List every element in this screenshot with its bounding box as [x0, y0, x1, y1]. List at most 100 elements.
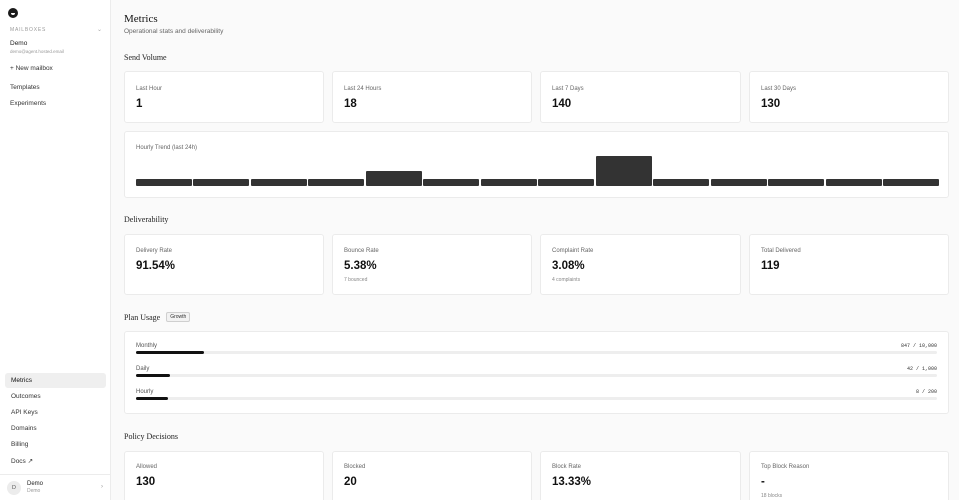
section-title-policy-decisions: Policy Decisions: [124, 432, 178, 441]
usage-count: 42 / 1,000: [906, 366, 937, 372]
hourly-trend-chart: [136, 154, 939, 186]
sidebar-item-api-keys[interactable]: API Keys: [11, 409, 38, 416]
metric-value: 13.33%: [552, 476, 592, 488]
usage-count: 8 / 200: [915, 389, 937, 395]
usage-row-monthly: Monthly 847 / 10,000: [136, 343, 937, 359]
plan-badge: Growth: [166, 312, 191, 322]
trend-bar: [710, 178, 767, 186]
user-menu[interactable]: D Demo Demo ›: [0, 474, 111, 500]
section-title-deliverability: Deliverability: [124, 215, 168, 224]
metric-label: Complaint Rate: [552, 248, 594, 254]
metric-value: 119: [761, 260, 780, 272]
metric-card-allowed: Allowed 130: [124, 451, 324, 500]
metric-card-total-delivered: Total Delivered 119: [749, 234, 949, 295]
metric-value: 130: [136, 476, 156, 488]
trend-bar: [136, 178, 192, 186]
sidebar: MAILBOXES ⌄ Demo demo@agent.hosted.email…: [0, 0, 111, 500]
sidebar-item-domains[interactable]: Domains: [11, 425, 37, 432]
metric-card-complaint-rate: Complaint Rate 3.08% 4 complaints: [540, 234, 741, 295]
sidebar-item-outcomes[interactable]: Outcomes: [11, 393, 41, 400]
metric-label: Blocked: [344, 464, 366, 470]
usage-label: Monthly: [136, 343, 158, 349]
trend-bar: [825, 178, 882, 186]
sidebar-item-docs[interactable]: Docs ↗: [11, 457, 34, 465]
page-title: Metrics: [124, 13, 158, 25]
trend-bar: [595, 156, 652, 186]
metric-value: 130: [761, 98, 781, 110]
metric-value: 3.08%: [552, 260, 585, 272]
metric-value: 18: [344, 98, 357, 110]
trend-label: Hourly Trend (last 24h): [136, 145, 198, 151]
section-title-plan-usage: Plan Usage Growth: [124, 312, 191, 322]
mailbox-name[interactable]: Demo: [10, 40, 28, 47]
sidebar-item-templates[interactable]: Templates: [10, 84, 40, 91]
usage-row-daily: Daily 42 / 1,000: [136, 366, 937, 382]
mailboxes-label: MAILBOXES: [10, 26, 47, 33]
avatar: D: [7, 480, 21, 495]
trend-bar: [768, 178, 825, 186]
metric-sub: 18 blocks: [761, 493, 783, 499]
metric-label: Last 7 Days: [552, 86, 584, 92]
usage-fill: [136, 397, 169, 400]
usage-count: 847 / 10,000: [900, 343, 937, 349]
usage-track: [136, 351, 937, 354]
metric-card-last-7-days: Last 7 Days 140: [540, 71, 741, 123]
trend-bar: [250, 178, 307, 186]
metric-label: Bounce Rate: [344, 248, 379, 254]
usage-track: [136, 374, 937, 377]
usage-label: Daily: [136, 366, 150, 372]
metric-value: 140: [552, 98, 572, 110]
metric-label: Allowed: [136, 464, 158, 470]
logo-icon[interactable]: [8, 8, 18, 18]
user-name: Demo: [27, 481, 44, 487]
chevron-down-icon[interactable]: ⌄: [96, 27, 102, 33]
usage-fill: [136, 351, 204, 354]
trend-bar: [653, 178, 710, 186]
metric-card-last-hour: Last Hour 1: [124, 71, 324, 123]
metric-label: Total Delivered: [761, 248, 801, 254]
metric-label: Delivery Rate: [136, 248, 173, 254]
metric-sub: 4 complaints: [552, 277, 581, 283]
metric-card-last-30-days: Last 30 Days 130: [749, 71, 949, 123]
metric-value: 1: [136, 98, 143, 110]
chevron-right-icon[interactable]: ›: [101, 484, 103, 490]
trend-bar: [365, 171, 422, 186]
section-heading: Policy Decisions: [124, 432, 178, 441]
metric-card-delivery-rate: Delivery Rate 91.54%: [124, 234, 324, 295]
metric-label: Last Hour: [136, 86, 163, 92]
metric-value: 20: [344, 476, 357, 488]
metric-label: Top Block Reason: [761, 464, 810, 470]
metric-card-top-block-reason: Top Block Reason - 18 blocks: [749, 451, 949, 500]
usage-track: [136, 397, 937, 400]
metric-label: Last 30 Days: [761, 86, 797, 92]
metric-label: Block Rate: [552, 464, 582, 470]
sidebar-item-metrics[interactable]: Metrics: [5, 373, 106, 388]
metric-card-last-24-hours: Last 24 Hours 18: [332, 71, 532, 123]
section-heading: Deliverability: [124, 215, 169, 224]
section-heading: Send Volume: [124, 53, 167, 62]
trend-bar: [538, 178, 595, 186]
sidebar-item-billing[interactable]: Billing: [11, 441, 29, 448]
metric-card-blocked: Blocked 20: [332, 451, 532, 500]
metric-card-block-rate: Block Rate 13.33%: [540, 451, 741, 500]
user-subtitle: Demo: [27, 488, 41, 494]
plan-usage-card: Monthly 847 / 10,000 Daily 42 / 1,000 Ho…: [124, 331, 949, 414]
mailboxes-header[interactable]: MAILBOXES ⌄: [10, 26, 102, 34]
trend-bar: [193, 178, 250, 186]
metric-value: 91.54%: [136, 260, 176, 272]
sidebar-item-experiments[interactable]: Experiments: [10, 100, 47, 107]
page-subtitle: Operational stats and deliverability: [124, 28, 224, 35]
new-mailbox-link[interactable]: + New mailbox: [10, 65, 53, 72]
metric-value: 5.38%: [344, 260, 377, 272]
usage-row-hourly: Hourly 8 / 200: [136, 389, 937, 405]
metric-value: -: [761, 476, 765, 488]
trend-bar: [308, 178, 365, 186]
metric-sub: 7 bounced: [344, 277, 368, 283]
trend-bar: [480, 178, 537, 186]
metric-card-bounce-rate: Bounce Rate 5.38% 7 bounced: [332, 234, 532, 295]
usage-label: Hourly: [136, 389, 154, 395]
metric-label: Last 24 Hours: [344, 86, 382, 92]
trend-bar: [423, 178, 480, 186]
trend-bar: [883, 178, 939, 186]
section-title-send-volume: Send Volume: [124, 53, 167, 62]
